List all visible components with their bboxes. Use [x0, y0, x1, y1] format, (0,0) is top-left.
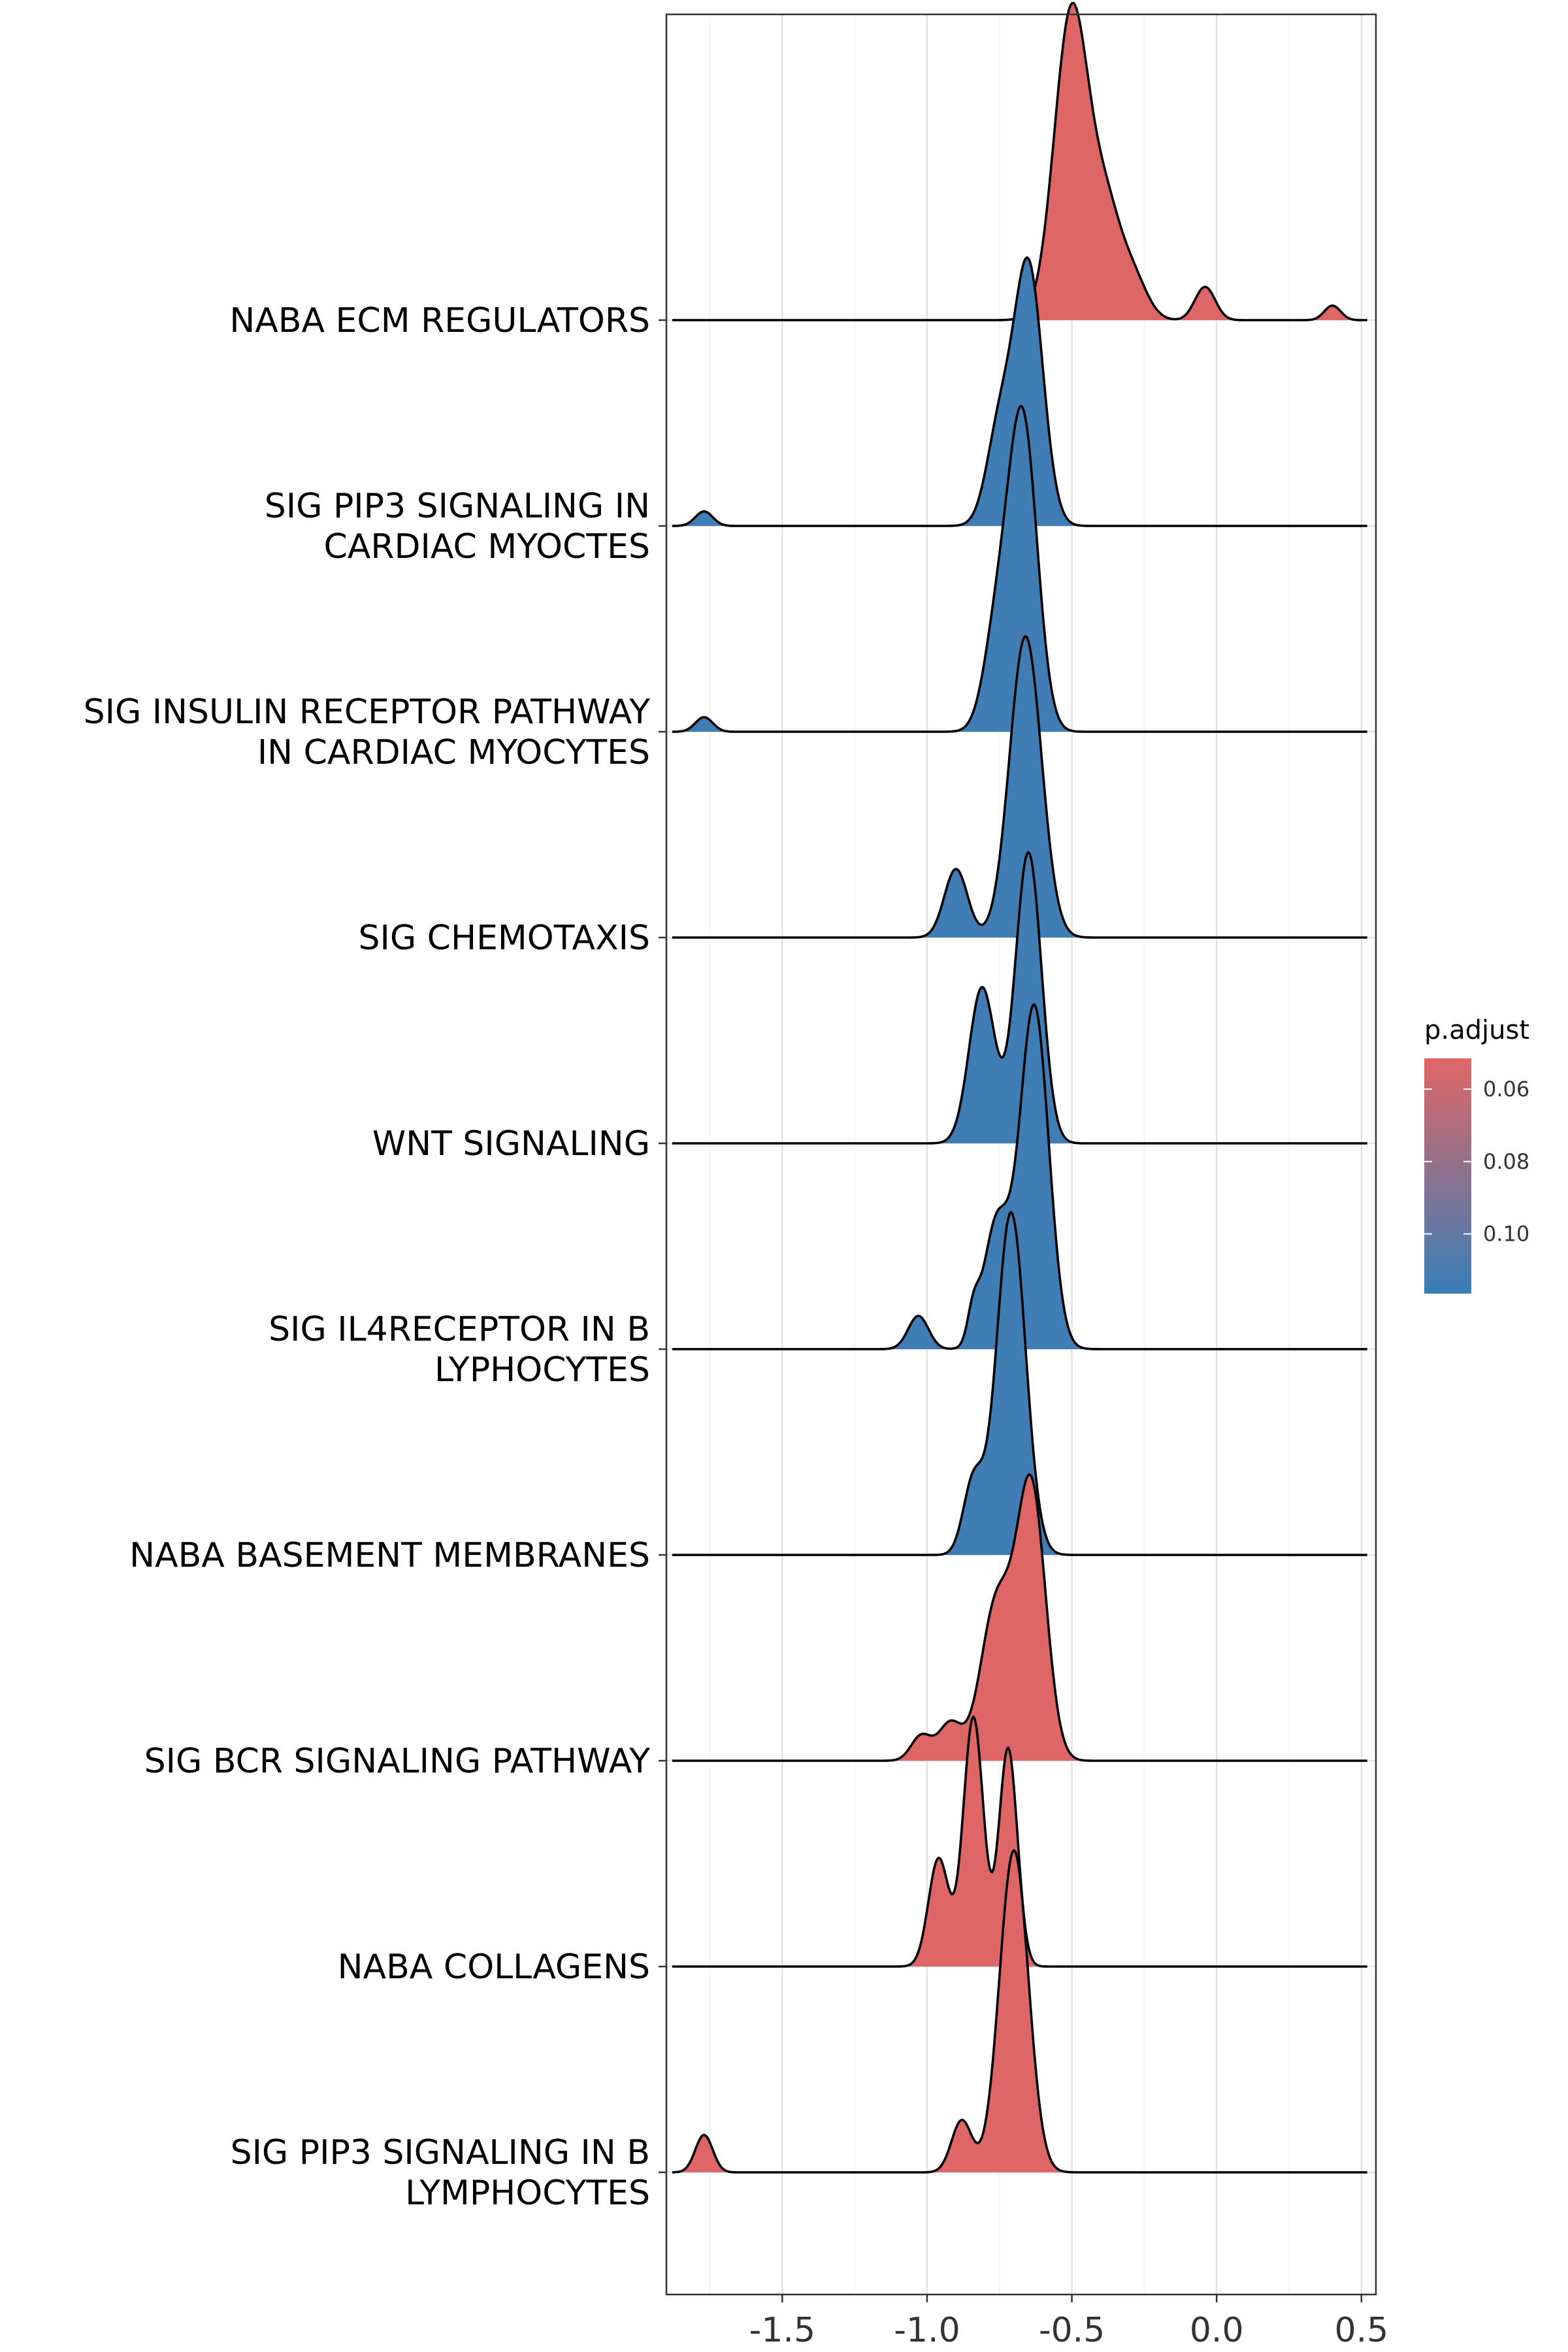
x-tick-label: 0.0	[1190, 2311, 1244, 2350]
y-tick-label: SIG BCR SIGNALING PATHWAY	[144, 1742, 651, 1781]
y-tick-label: SIG CHEMOTAXIS	[359, 919, 651, 958]
ridge-fill	[672, 406, 1367, 732]
ridge-5	[672, 851, 1367, 1145]
x-tick-label: -1.5	[749, 2311, 815, 2350]
ridge-fill	[672, 852, 1367, 1143]
ridge-fill	[672, 636, 1367, 938]
ridge-outline	[672, 1003, 1367, 1350]
ridge-8	[672, 1473, 1367, 1762]
legend-tick-label: 0.06	[1483, 1077, 1529, 1102]
ridge-4	[672, 635, 1367, 939]
legend: p.adjust 0.06 0.08 0.10	[1424, 1015, 1529, 1294]
ridge-outline	[672, 404, 1367, 733]
ridge-outline	[672, 1473, 1367, 1762]
ridge-outline	[672, 1211, 1367, 1556]
ridge-6	[672, 1003, 1367, 1350]
y-tick-label: SIG INSULIN RECEPTOR PATHWAY	[84, 693, 651, 732]
ridge-outline	[672, 635, 1367, 939]
legend-colorbar	[1424, 1058, 1471, 1294]
ridge-3	[672, 404, 1367, 733]
x-tick-label: 0.5	[1334, 2311, 1388, 2350]
y-tick-label: CARDIAC MYOCTES	[323, 527, 650, 566]
ridges	[672, 1, 1367, 2174]
legend-ticks: 0.06 0.08 0.10	[1424, 1077, 1529, 1247]
y-tick-label: NABA COLLAGENS	[338, 1948, 650, 1987]
y-tick-label: SIG PIP3 SIGNALING IN	[265, 487, 650, 526]
ridge-fill	[672, 1474, 1367, 1761]
y-tick-label: NABA BASEMENT MEMBRANES	[129, 1536, 650, 1575]
y-tick-label: SIG PIP3 SIGNALING IN B	[231, 2133, 650, 2172]
panel-border	[665, 13, 1377, 2296]
ridge-7	[672, 1211, 1367, 1556]
y-tick-label: WNT SIGNALING	[372, 1124, 650, 1164]
ridge-outline	[672, 256, 1367, 527]
x-axis: -1.5 -1.0 -0.5 0.0 0.5	[749, 2295, 1388, 2350]
ridge-10	[672, 1849, 1367, 2174]
ridge-fill	[672, 1850, 1367, 2172]
ridge-fill	[672, 1004, 1367, 1349]
ridge-fill	[672, 1212, 1367, 1555]
y-tick-label: LYPHOCYTES	[434, 1350, 650, 1390]
ridge-2	[672, 256, 1367, 527]
y-tick-label: NABA ECM REGULATORS	[229, 301, 650, 340]
ridge-fill	[672, 257, 1367, 526]
plot-panel	[665, 1, 1377, 2296]
ridge-outline	[672, 1849, 1367, 2174]
x-tick-label: -0.5	[1039, 2311, 1105, 2350]
ridge-outline	[672, 851, 1367, 1145]
y-tick-label: LYMPHOCYTES	[405, 2174, 650, 2213]
y-tick-label: IN CARDIAC MYOCYTES	[257, 733, 650, 772]
y-tick-label: SIG IL4RECEPTOR IN B	[269, 1310, 650, 1349]
x-tick-label: -1.0	[894, 2311, 960, 2350]
legend-tick-label: 0.10	[1483, 1222, 1529, 1247]
legend-title: p.adjust	[1424, 1015, 1529, 1045]
legend-tick-label: 0.08	[1483, 1149, 1529, 1174]
y-axis: NABA ECM REGULATORS SIG PIP3 SIGNALING IN…	[84, 301, 666, 2213]
